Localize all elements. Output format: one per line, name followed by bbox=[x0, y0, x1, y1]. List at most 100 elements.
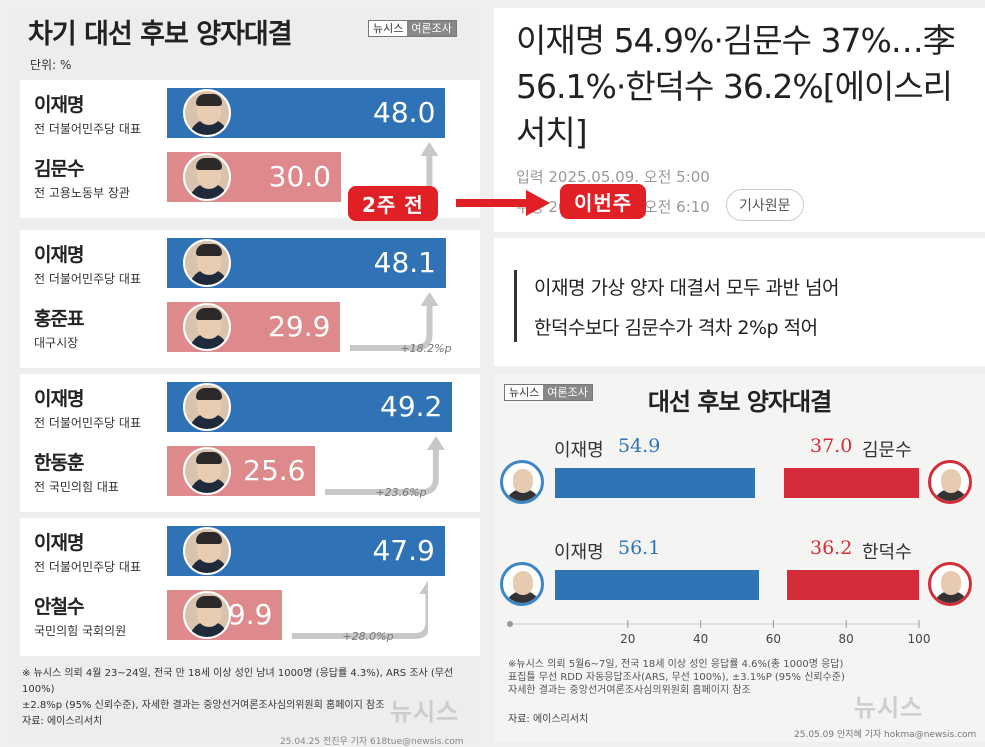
right-infographic: 뉴시스 여론조사 대선 후보 양자대결 이재명 54.9 37.0 김문수 이재명 56.… bbox=[494, 374, 985, 742]
axis-tick-label: 40 bbox=[693, 632, 708, 646]
gap-arrow-head bbox=[427, 436, 446, 450]
candidate-a-value: 47.9 bbox=[372, 534, 435, 567]
candidate-b-value: 37.0 bbox=[810, 435, 853, 457]
candidate-a-name: 이재명 bbox=[554, 542, 604, 563]
candidate-a-photo bbox=[183, 89, 231, 137]
badge-brand: 뉴시스 bbox=[505, 385, 544, 400]
photo-suit bbox=[506, 489, 540, 501]
candidate-b-bar bbox=[787, 570, 919, 600]
gap-arrow-icon bbox=[325, 436, 446, 495]
candidate-b-photo bbox=[928, 460, 972, 504]
candidate-b-name: 김문수 bbox=[34, 158, 84, 180]
candidate-a-photo bbox=[183, 239, 231, 287]
photo-suit bbox=[189, 621, 229, 637]
photo-suit bbox=[189, 183, 229, 199]
candidate-a-photo bbox=[183, 383, 231, 431]
candidate-b-value: 36.2 bbox=[810, 537, 853, 559]
axis-tick-label: 80 bbox=[839, 632, 854, 646]
candidate-a-role: 전 더불어민주당 대표 bbox=[34, 272, 141, 286]
candidate-a-role: 전 더불어민주당 대표 bbox=[34, 560, 141, 574]
axis-tick-label: 60 bbox=[766, 632, 781, 646]
photo-hair bbox=[196, 452, 222, 464]
candidate-a-photo bbox=[183, 527, 231, 575]
photo-hair bbox=[196, 388, 222, 400]
matchup-panel: 이재명 전 더불어민주당 대표 홍준표 대구시장 48.1 29.9 +18.2%p bbox=[20, 230, 480, 368]
article-subtitle: 한덕수보다 김문수가 격차 2%p 적어 bbox=[534, 317, 818, 339]
photo-suit bbox=[189, 119, 229, 135]
candidate-b-role: 대구시장 bbox=[34, 336, 79, 350]
right-chart-title: 대선 후보 양자대결 bbox=[647, 388, 832, 416]
x-axis: 20 40 60 80 100 bbox=[507, 620, 930, 646]
candidate-b-value: 30.0 bbox=[268, 160, 331, 193]
photo-suit bbox=[189, 333, 229, 349]
two-weeks-ago-label: 2주 전 bbox=[348, 186, 438, 221]
gap-arrow-head bbox=[420, 142, 439, 156]
poll-note-line: ±2.8%p (95% 신뢰수준), 자세한 결과는 중앙선거여론조사심의위원회… bbox=[22, 700, 385, 711]
left-infographic: 차기 대선 후보 양자대결 뉴시스 여론조사 단위: % 이재명 전 더불어민주당… bbox=[10, 8, 480, 747]
photo-suit bbox=[189, 557, 229, 573]
gap-label: +18.2%p bbox=[400, 342, 452, 355]
candidate-b-photo bbox=[183, 591, 231, 639]
poll-note-line: 표집틀 무선 RDD 자동응답조사(ARS, 무선 100%), ±3.1%P … bbox=[508, 672, 845, 683]
candidate-b-name: 안철수 bbox=[34, 596, 84, 618]
photo-hair bbox=[196, 308, 222, 320]
candidate-b-photo bbox=[183, 447, 231, 495]
gap-arrow-path bbox=[292, 592, 429, 639]
candidate-a-bar bbox=[555, 468, 755, 498]
this-week-label: 이번주 bbox=[560, 184, 647, 219]
candidate-b-value: 29.9 bbox=[268, 310, 331, 343]
poll-note: ※ 뉴시스 의뢰 4월 23~24일, 전국 만 18세 이상 성인 남녀 10… bbox=[22, 666, 472, 714]
newsis-poll-badge: 뉴시스 여론조사 bbox=[504, 384, 593, 401]
photo-head bbox=[513, 571, 533, 595]
photo-suit bbox=[506, 591, 540, 603]
candidate-a-name: 이재명 bbox=[554, 440, 604, 461]
candidate-a-value: 56.1 bbox=[618, 537, 661, 559]
badge-poll: 여론조사 bbox=[543, 385, 592, 400]
candidate-b-name: 한덕수 bbox=[862, 542, 912, 563]
candidate-b-role: 국민의힘 국회의원 bbox=[34, 624, 127, 638]
photo-head bbox=[941, 469, 961, 493]
credit-label: 25.05.09 안지혜 기자 hokma@newsis.com bbox=[794, 730, 977, 740]
matchup-panel: 이재명 전 더불어민주당 대표 김문수 전 고용노동부 장관 48.0 30.0 bbox=[20, 80, 480, 218]
candidate-a-name: 이재명 bbox=[34, 244, 84, 266]
unit-label: 단위: % bbox=[30, 58, 72, 72]
candidate-b-name: 김문수 bbox=[862, 440, 912, 461]
candidate-a-role: 전 더불어민주당 대표 bbox=[34, 122, 141, 136]
divider bbox=[494, 232, 985, 238]
candidate-a-bar bbox=[555, 570, 760, 600]
candidate-a-name: 이재명 bbox=[34, 388, 84, 410]
photo-hair bbox=[196, 596, 222, 608]
gap-arrow-icon bbox=[292, 580, 429, 639]
watermark: 뉴시스 bbox=[390, 698, 460, 726]
photo-head bbox=[941, 571, 961, 595]
photo-hair bbox=[196, 532, 222, 544]
source-label: 자료: 에이스리서치 bbox=[22, 716, 103, 727]
candidate-a-value: 49.2 bbox=[380, 390, 443, 423]
original-article-button[interactable]: 기사원문 bbox=[726, 189, 804, 221]
photo-head bbox=[513, 469, 533, 493]
poll-note-line: 자세한 결과는 중앙선거여론조사심의위원회 홈페이지 참조 bbox=[508, 685, 751, 696]
candidate-b-name: 한동훈 bbox=[34, 452, 84, 474]
photo-suit bbox=[934, 591, 968, 603]
newsis-poll-badge: 뉴시스 여론조사 bbox=[368, 20, 457, 37]
photo-suit bbox=[189, 413, 229, 429]
red-arrow-icon bbox=[456, 190, 550, 216]
axis-origin-dot bbox=[507, 621, 513, 627]
candidate-a-value: 48.0 bbox=[373, 96, 436, 129]
poll-note: ※뉴시스 의뢰 5월6~7일, 전국 18세 이상 성인 응답률 4.6%(총 … bbox=[508, 658, 978, 697]
candidate-a-photo bbox=[500, 460, 544, 504]
candidate-b-bar bbox=[784, 468, 919, 498]
badge-poll: 여론조사 bbox=[407, 21, 456, 36]
photo-suit bbox=[934, 489, 968, 501]
poll-note-line: ※뉴시스 의뢰 5월6~7일, 전국 18세 이상 성인 응답률 4.6%(총 … bbox=[508, 659, 844, 670]
candidate-b-value: 25.6 bbox=[243, 454, 306, 487]
gap-label: +28.0%p bbox=[342, 630, 394, 643]
poll-note-line: ※ 뉴시스 의뢰 4월 23~24일, 전국 만 18세 이상 성인 남녀 10… bbox=[22, 668, 454, 695]
candidate-a-photo bbox=[500, 562, 544, 606]
article-title[interactable]: 이재명 54.9%·김문수 37%…李 56.1%·한덕수 36.2%[에이스리… bbox=[516, 21, 956, 152]
photo-hair bbox=[196, 244, 222, 256]
credit-label: 25.04.25 전진우 기자 618tue@newsis.com bbox=[280, 737, 464, 747]
photo-suit bbox=[189, 269, 229, 285]
candidate-b-role: 전 고용노동부 장관 bbox=[34, 186, 130, 200]
gap-arrow-head bbox=[420, 292, 439, 306]
